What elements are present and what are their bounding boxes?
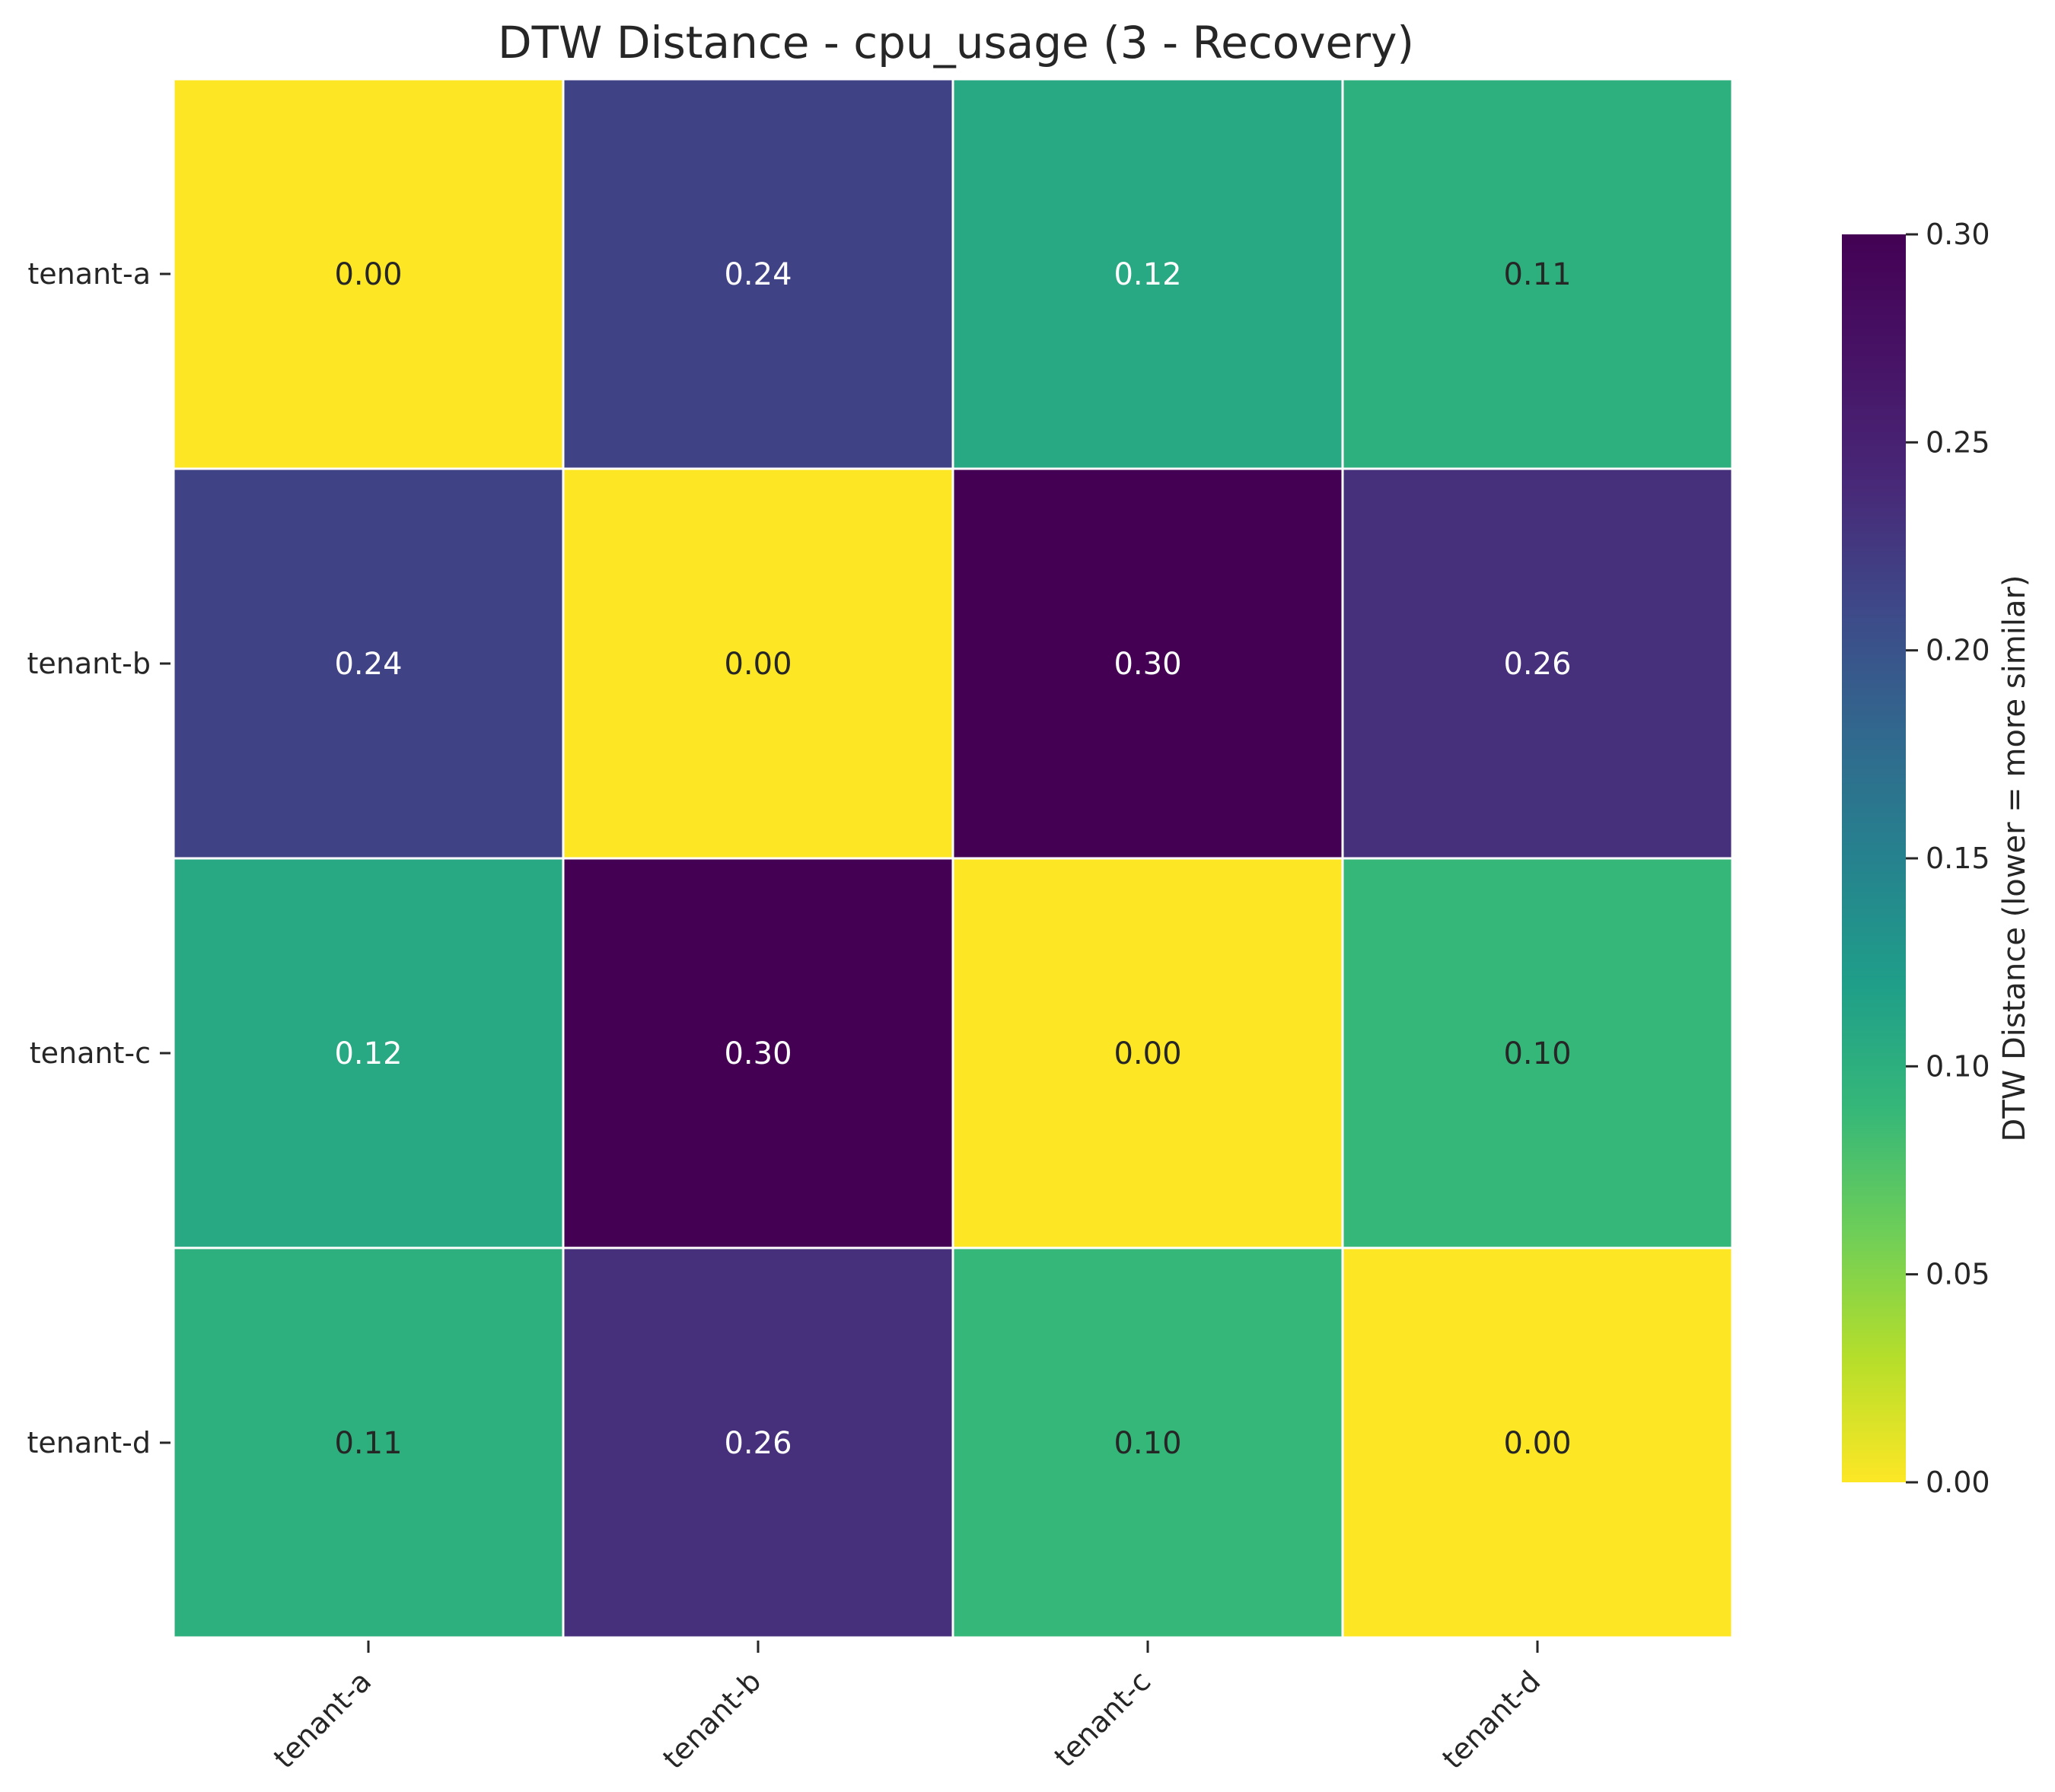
- cell-value-label: 0.26: [1503, 647, 1571, 682]
- y-tick-label: tenant-a: [27, 257, 151, 291]
- heatmap-cell: [172, 1246, 565, 1639]
- heatmap-cell: [172, 78, 565, 470]
- cell-value-label: 0.00: [334, 257, 402, 292]
- cell-value-label: 0.00: [1503, 1426, 1571, 1461]
- heatmap-cell: [951, 78, 1344, 470]
- x-tick-label: tenant-d: [1435, 1664, 1547, 1775]
- cell-value-label: 0.24: [724, 257, 792, 292]
- heatmap-cell: [172, 467, 565, 860]
- heatmap-cell: [1341, 467, 1734, 860]
- heatmap-cell: [1341, 1246, 1734, 1639]
- heatmap-cell: [951, 1246, 1344, 1639]
- y-tick-label: tenant-c: [30, 1036, 151, 1070]
- colorbar-ticks: 0.00 0.05 0.10 0.15 0.20 0.25 0.30: [1906, 218, 1990, 1499]
- colorbar-tick-label: 0.15: [1926, 842, 1990, 875]
- heatmap-cell: [562, 1246, 954, 1639]
- heatmap-cell: [562, 857, 954, 1249]
- cell-value-label: 0.12: [334, 1036, 402, 1071]
- x-tick-label: tenant-a: [267, 1664, 378, 1774]
- cell-value-label: 0.11: [1503, 257, 1571, 292]
- cell-value-label: 0.10: [1114, 1426, 1181, 1461]
- x-axis: tenant-a tenant-b tenant-c tenant-d: [267, 1641, 1547, 1775]
- cell-value-label: 0.24: [334, 647, 402, 682]
- colorbar-tick-label: 0.20: [1926, 634, 1990, 667]
- cell-value-label: 0.30: [1114, 647, 1181, 682]
- y-tick-label: tenant-b: [27, 647, 151, 680]
- heatmap-cell: [1341, 78, 1734, 470]
- colorbar-gradient: [1842, 234, 1906, 1482]
- cell-value-label: 0.26: [724, 1426, 792, 1461]
- y-axis: tenant-a tenant-b tenant-c tenant-d: [27, 257, 170, 1459]
- heatmap-cell: [562, 78, 954, 470]
- cell-value-label: 0.00: [1114, 1036, 1181, 1071]
- x-tick-label: tenant-b: [656, 1664, 767, 1775]
- cell-value-label: 0.10: [1503, 1036, 1571, 1071]
- colorbar-label: DTW Distance (lower = more similar): [1997, 575, 2032, 1141]
- y-tick-label: tenant-d: [27, 1426, 151, 1459]
- colorbar-tick-label: 0.05: [1926, 1258, 1990, 1291]
- cell-value-label: 0.30: [724, 1036, 792, 1071]
- heatmap-cell: [562, 467, 954, 860]
- colorbar-tick-label: 0.00: [1926, 1466, 1990, 1499]
- colorbar-tick-label: 0.25: [1926, 425, 1990, 459]
- heatmap-cells: 0.00 0.24 0.12 0.11 0.24 0.00 0.30 0.26 0.12 0.30…: [172, 78, 1734, 1639]
- cell-value-label: 0.12: [1114, 257, 1181, 292]
- colorbar: 0.00 0.05 0.10 0.15 0.20 0.25 0.30 DTW Distanc…: [1842, 218, 2032, 1499]
- colorbar-tick-label: 0.10: [1926, 1049, 1990, 1083]
- heatmap-cell: [951, 467, 1344, 860]
- cell-value-label: 0.11: [334, 1426, 402, 1461]
- colorbar-tick-label: 0.30: [1926, 218, 1990, 251]
- chart-title: DTW Distance - cpu_usage (3 - Recovery): [498, 17, 1414, 68]
- x-tick-label: tenant-c: [1048, 1664, 1158, 1774]
- heatmap-cell: [1341, 857, 1734, 1249]
- cell-value-label: 0.00: [724, 647, 792, 682]
